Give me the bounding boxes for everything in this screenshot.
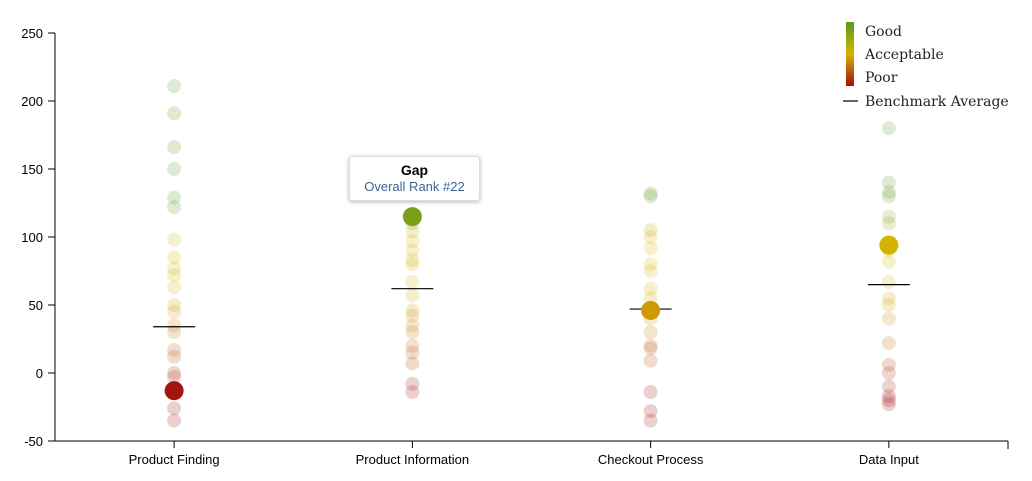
- data-point: [405, 303, 420, 318]
- legend-color-scale: [846, 22, 854, 86]
- y-tick-label: 200: [21, 94, 43, 109]
- y-tick-label: 100: [21, 230, 43, 245]
- data-point: [643, 189, 658, 204]
- data-point: [167, 250, 182, 265]
- x-tick-label: Checkout Process: [598, 452, 704, 467]
- highlighted-data-point: [641, 300, 661, 320]
- data-point: [167, 342, 182, 357]
- data-point: [881, 357, 896, 372]
- data-point: [167, 370, 182, 385]
- legend-poor: Poor: [865, 70, 898, 86]
- data-point: [167, 79, 182, 94]
- data-point: [167, 304, 182, 319]
- data-point: [881, 121, 896, 136]
- data-point: [643, 264, 658, 278]
- data-point: [881, 389, 896, 404]
- data-point: [405, 288, 420, 303]
- data-point: [881, 175, 896, 190]
- y-tick-label: 150: [21, 162, 43, 177]
- data-point: [167, 349, 182, 364]
- data-point: [167, 298, 182, 312]
- data-point: [405, 253, 420, 268]
- data-point: [167, 190, 182, 205]
- data-point: [167, 200, 182, 215]
- data-point: [881, 274, 896, 289]
- x-tick-label: Product Information: [356, 452, 469, 467]
- data-point: [405, 243, 420, 258]
- tooltip-title: Gap: [400, 162, 429, 178]
- highlighted-data-point: [879, 235, 899, 255]
- data-point: [881, 298, 896, 312]
- data-point: [405, 318, 420, 333]
- data-point: [881, 397, 896, 412]
- legend-acceptable: Acceptable: [864, 47, 944, 63]
- data-point: [881, 366, 896, 380]
- data-point: [167, 280, 182, 295]
- legend: Good Acceptable Poor Benchmark Average: [843, 22, 1009, 110]
- data-point: [643, 186, 658, 201]
- y-tick-label: 50: [29, 298, 43, 313]
- data-point: [167, 268, 182, 283]
- data-point: [405, 234, 420, 249]
- data-point: [167, 401, 182, 416]
- data-point: [881, 254, 896, 269]
- x-tick-label: Product Finding: [129, 452, 220, 467]
- data-point: [167, 325, 182, 340]
- data-point: [405, 338, 420, 353]
- y-tick-label: 250: [21, 26, 43, 41]
- data-point: [643, 341, 658, 356]
- data-point: [167, 140, 182, 155]
- data-point: [881, 393, 896, 408]
- data-point: [643, 413, 658, 428]
- data-point: [405, 345, 420, 360]
- data-point: [881, 291, 896, 306]
- data-point: [405, 224, 420, 239]
- data-point: [643, 325, 658, 340]
- y-tick-label: -50: [24, 434, 43, 449]
- data-point: [405, 308, 420, 323]
- data-point: [881, 311, 896, 326]
- data-point: [167, 261, 182, 276]
- data-point: [643, 223, 658, 238]
- data-point: [643, 385, 658, 400]
- data-point: [405, 257, 420, 272]
- y-tick-label: 0: [36, 366, 43, 381]
- data-point: [881, 216, 896, 231]
- data-point: [405, 274, 420, 289]
- data-point: [881, 189, 896, 204]
- highlighted-data-point: [164, 381, 184, 401]
- data-point: [881, 379, 896, 394]
- x-tick-label: Data Input: [859, 452, 919, 467]
- data-point: [167, 106, 182, 121]
- highlighted-data-point: [402, 207, 422, 227]
- tooltip: Gap Overall Rank #22: [349, 156, 480, 201]
- data-point: [881, 185, 896, 200]
- legend-benchmark: Benchmark Average: [865, 94, 1009, 110]
- data-point: [167, 232, 182, 247]
- data-point: [405, 385, 420, 400]
- data-point: [167, 318, 182, 333]
- data-point: [405, 376, 420, 391]
- tooltip-subtitle: Overall Rank #22: [364, 179, 465, 194]
- data-point: [643, 353, 658, 368]
- data-point: [643, 240, 658, 255]
- data-point: [643, 230, 658, 244]
- data-point: [643, 281, 658, 296]
- data-point: [167, 413, 182, 428]
- data-point: [405, 325, 420, 340]
- data-point: [167, 162, 182, 176]
- data-point: [643, 338, 658, 353]
- data-point: [881, 336, 896, 351]
- data-point: [643, 404, 658, 419]
- data-point: [167, 366, 182, 380]
- data-point: [881, 209, 896, 224]
- legend-good: Good: [865, 24, 902, 40]
- data-point: [643, 257, 658, 272]
- data-point: [405, 356, 420, 371]
